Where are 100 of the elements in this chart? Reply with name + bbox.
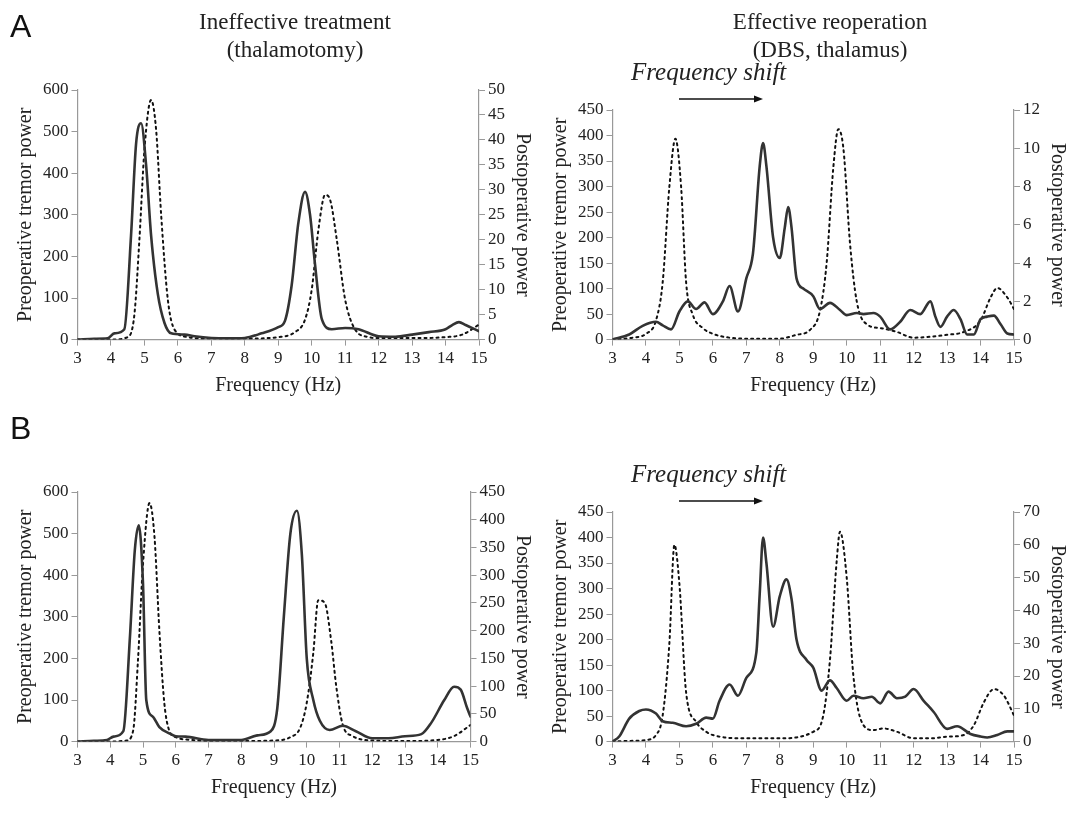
y-tick-label: 200: [43, 647, 69, 667]
y-tick-label: 0: [595, 329, 604, 349]
x-tick-label: 8: [775, 348, 785, 368]
y-tick-label: 150: [578, 252, 604, 272]
x-tick-label: 12: [370, 348, 388, 368]
y-tick-label: 300: [43, 204, 69, 224]
y2-tick-label: 400: [479, 509, 505, 529]
chart-title: Ineffective treatment (thalamotomy): [199, 9, 391, 62]
y2-tick-label: 5: [488, 304, 497, 324]
x-tick-label: 3: [608, 348, 617, 368]
x-tick-label: 9: [269, 750, 279, 770]
y-tick-label: 500: [43, 121, 69, 141]
y-tick-label: 450: [578, 501, 604, 521]
y2-tick-label: 30: [488, 179, 505, 199]
x-tick-label: 11: [871, 348, 889, 368]
x-tick-label: 13: [938, 348, 956, 368]
y-axis-title: Preoperative tremor power: [13, 107, 37, 322]
x-tick-label: 6: [173, 348, 183, 368]
y2-axis-title: Postoperative power: [1046, 142, 1070, 308]
y2-tick-label: 350: [479, 536, 505, 556]
x-tick-label: 8: [775, 750, 785, 770]
text: B: [10, 410, 32, 447]
x-tick-label: 4: [106, 750, 115, 770]
x-tick-label: 15: [470, 348, 488, 368]
x-tick-label: 14: [972, 348, 990, 368]
x-tick-label: 4: [106, 348, 116, 368]
y2-tick-label: 35: [488, 154, 505, 174]
y-tick-label: 400: [578, 526, 604, 546]
y2-tick-label: 70: [1023, 501, 1040, 521]
x-tick-label: 10: [298, 750, 316, 770]
x-tick-label: 3: [73, 348, 82, 368]
y-axis-title: Preoperative tremor power: [548, 519, 572, 734]
y-tick-label: 200: [578, 227, 604, 247]
y2-tick-label: 50: [479, 703, 497, 723]
x-tick-label: 4: [641, 348, 651, 368]
y-tick-label: 300: [43, 606, 69, 626]
y2-tick-label: 10: [488, 279, 505, 299]
y2-tick-label: 10: [1023, 137, 1040, 157]
y2-tick-label: 60: [1023, 534, 1040, 554]
y-tick-label: 0: [60, 329, 69, 349]
x-tick-label: 6: [171, 750, 180, 770]
x-tick-label: 10: [303, 348, 321, 368]
x-tick-label: 13: [938, 750, 956, 770]
y-axis-title: Preoperative tremor power: [13, 509, 37, 724]
x-tick-label: 6: [708, 348, 718, 368]
y2-tick-label: 25: [488, 204, 505, 224]
y2-tick-label: 2: [1023, 290, 1032, 310]
x-tick-label: 8: [240, 348, 250, 368]
y2-tick-label: 20: [1023, 665, 1040, 685]
y-tick-label: 100: [578, 680, 604, 700]
y2-tick-label: 15: [488, 254, 505, 274]
y2-tick-label: 0: [479, 731, 488, 751]
x-tick-label: 9: [274, 348, 283, 368]
y-tick-label: 400: [578, 124, 604, 144]
x-tick-label: 4: [641, 750, 651, 770]
y2-tick-label: 50: [1023, 567, 1040, 587]
x-tick-label: 10: [838, 750, 856, 770]
x-tick-label: 7: [204, 750, 214, 770]
x-tick-label: 15: [462, 750, 479, 770]
y2-tick-label: 450: [479, 481, 505, 501]
x-tick-label: 6: [708, 750, 718, 770]
x-tick-label: 11: [336, 348, 354, 368]
x-tick-label: 7: [742, 750, 752, 770]
y2-tick-label: 4: [1023, 252, 1032, 272]
y2-tick-label: 0: [1023, 329, 1032, 349]
x-tick-label: 12: [905, 348, 923, 368]
y2-tick-label: 150: [479, 647, 505, 667]
x-tick-label: 12: [363, 750, 381, 770]
y-tick-label: 50: [586, 303, 604, 323]
y-tick-label: 300: [578, 578, 604, 597]
y2-tick-label: 0: [488, 329, 497, 349]
y-tick-label: 450: [578, 99, 604, 119]
x-tick-label: 3: [608, 750, 617, 770]
y-tick-label: 250: [578, 603, 604, 623]
y-tick-label: 300: [578, 176, 604, 195]
x-tick-label: 5: [675, 750, 684, 770]
x-axis-title: Frequency (Hz): [750, 373, 877, 397]
y-tick-label: 200: [578, 629, 604, 649]
x-tick-label: 3: [73, 750, 82, 770]
x-tick-label: 9: [809, 348, 818, 368]
x-tick-label: 13: [396, 750, 414, 770]
x-tick-label: 12: [905, 750, 923, 770]
y2-tick-label: 10: [1023, 698, 1040, 718]
y-tick-label: 0: [595, 731, 604, 751]
y-tick-label: 250: [578, 201, 604, 221]
x-axis-title: Frequency (Hz): [210, 775, 338, 799]
x-tick-label: 10: [838, 348, 856, 368]
y2-tick-label: 40: [1023, 599, 1040, 619]
y2-axis-title: Postoperative power: [511, 534, 535, 700]
x-tick-label: 11: [331, 750, 348, 770]
x-tick-label: 8: [237, 750, 246, 770]
y-axis-title: Preoperative tremor power: [548, 117, 572, 332]
y2-tick-label: 200: [479, 620, 505, 640]
y-tick-label: 350: [578, 552, 604, 572]
y-tick-label: 0: [60, 731, 69, 751]
y2-tick-label: 20: [488, 229, 505, 249]
x-tick-label: 13: [403, 348, 421, 368]
y-tick-label: 200: [43, 245, 69, 265]
x-tick-label: 5: [138, 750, 148, 770]
x-tick-label: 5: [140, 348, 149, 368]
